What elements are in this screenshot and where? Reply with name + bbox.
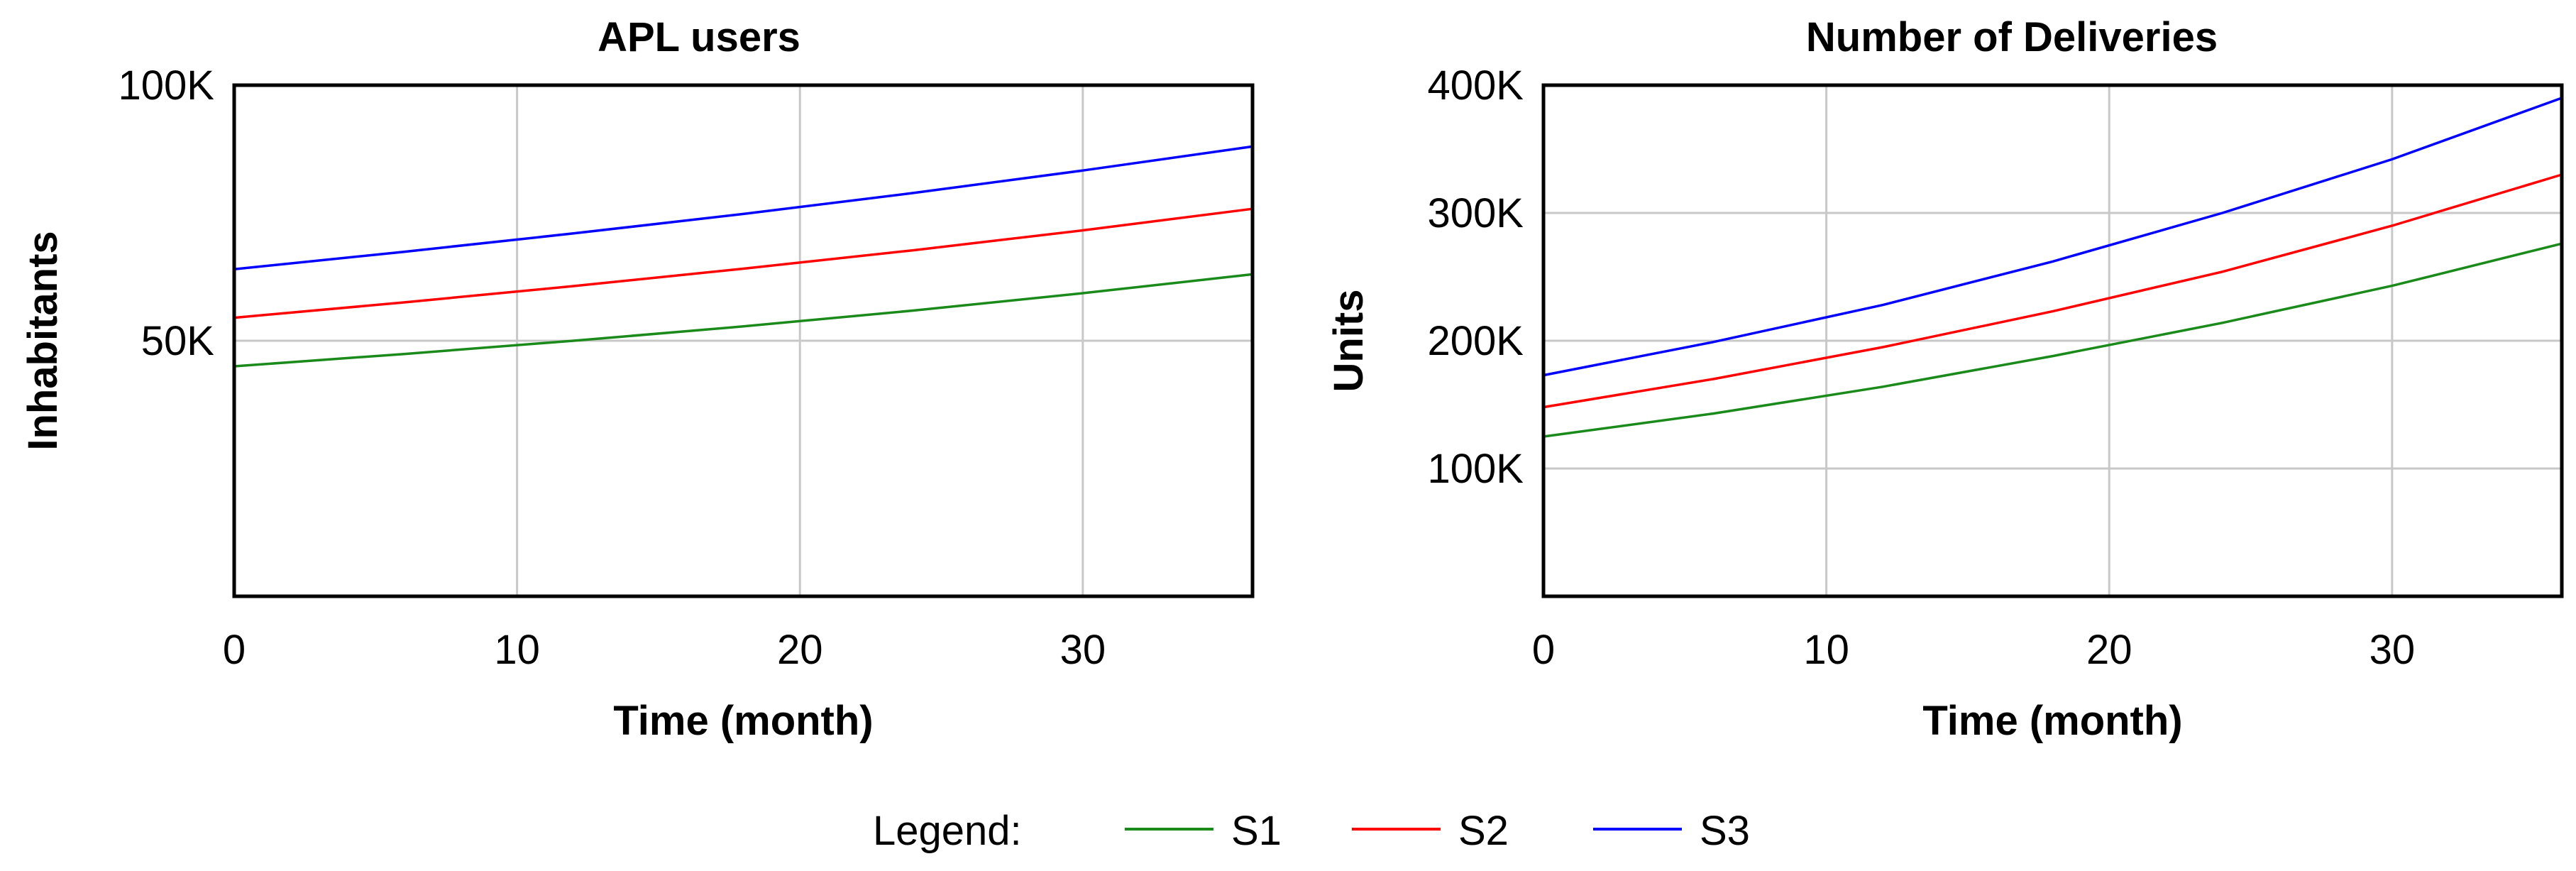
chart-apl-users: APL users 0 10 20 30 50K 100K Time (month) Inhab… <box>20 14 1255 744</box>
legend-item-label: S1 <box>1231 808 1282 854</box>
y-tick-label: 100K <box>1428 446 1524 492</box>
series-line-s2 <box>233 207 1253 319</box>
y-tick-label: 300K <box>1428 190 1524 236</box>
legend: Legend: S1 S2 S3 <box>873 808 1750 854</box>
x-tick-label: 30 <box>2369 627 2416 673</box>
legend-item-label: S3 <box>1700 808 1750 854</box>
legend-item-s2: S2 <box>1352 808 1509 854</box>
y-tick-label: 200K <box>1428 318 1524 364</box>
x-tick-label: 10 <box>1803 627 1849 673</box>
x-tick-label: 10 <box>494 627 540 673</box>
chart-title: Number of Deliveries <box>1806 14 2218 60</box>
series-line-s1 <box>233 273 1253 368</box>
x-tick-label: 20 <box>777 627 823 673</box>
x-tick-label: 20 <box>2086 627 2132 673</box>
x-tick-label: 30 <box>1060 627 1106 673</box>
plot-area-frame <box>232 83 1255 598</box>
x-axis-label: Time (month) <box>613 698 873 744</box>
chart-title: APL users <box>598 14 800 60</box>
legend-item-s3: S3 <box>1593 808 1750 854</box>
x-tick-label: 0 <box>1532 627 1555 673</box>
y-tick-label: 400K <box>1428 62 1524 109</box>
chart-number-of-deliveries: Number of Deliveries 0 10 20 30 100K 200K 300K 4… <box>1326 14 2564 744</box>
legend-label: Legend: <box>873 808 1022 854</box>
y-tick-label: 50K <box>141 318 215 364</box>
x-tick-label: 0 <box>223 627 246 673</box>
x-axis-label: Time (month) <box>1922 698 2182 744</box>
series-line-s3 <box>1543 97 2563 377</box>
series-line-s3 <box>233 145 1253 270</box>
series-line-s2 <box>1543 173 2563 409</box>
legend-item-s1: S1 <box>1125 808 1282 854</box>
plot-area-frame <box>1541 83 2564 598</box>
legend-items: S1 S2 S3 <box>1125 808 1750 854</box>
series-line-s1 <box>1543 242 2563 438</box>
y-axis-label: Units <box>1326 290 1372 393</box>
y-axis-label: Inhabitants <box>20 231 66 450</box>
y-tick-label: 100K <box>119 62 215 109</box>
legend-item-label: S2 <box>1458 808 1509 854</box>
